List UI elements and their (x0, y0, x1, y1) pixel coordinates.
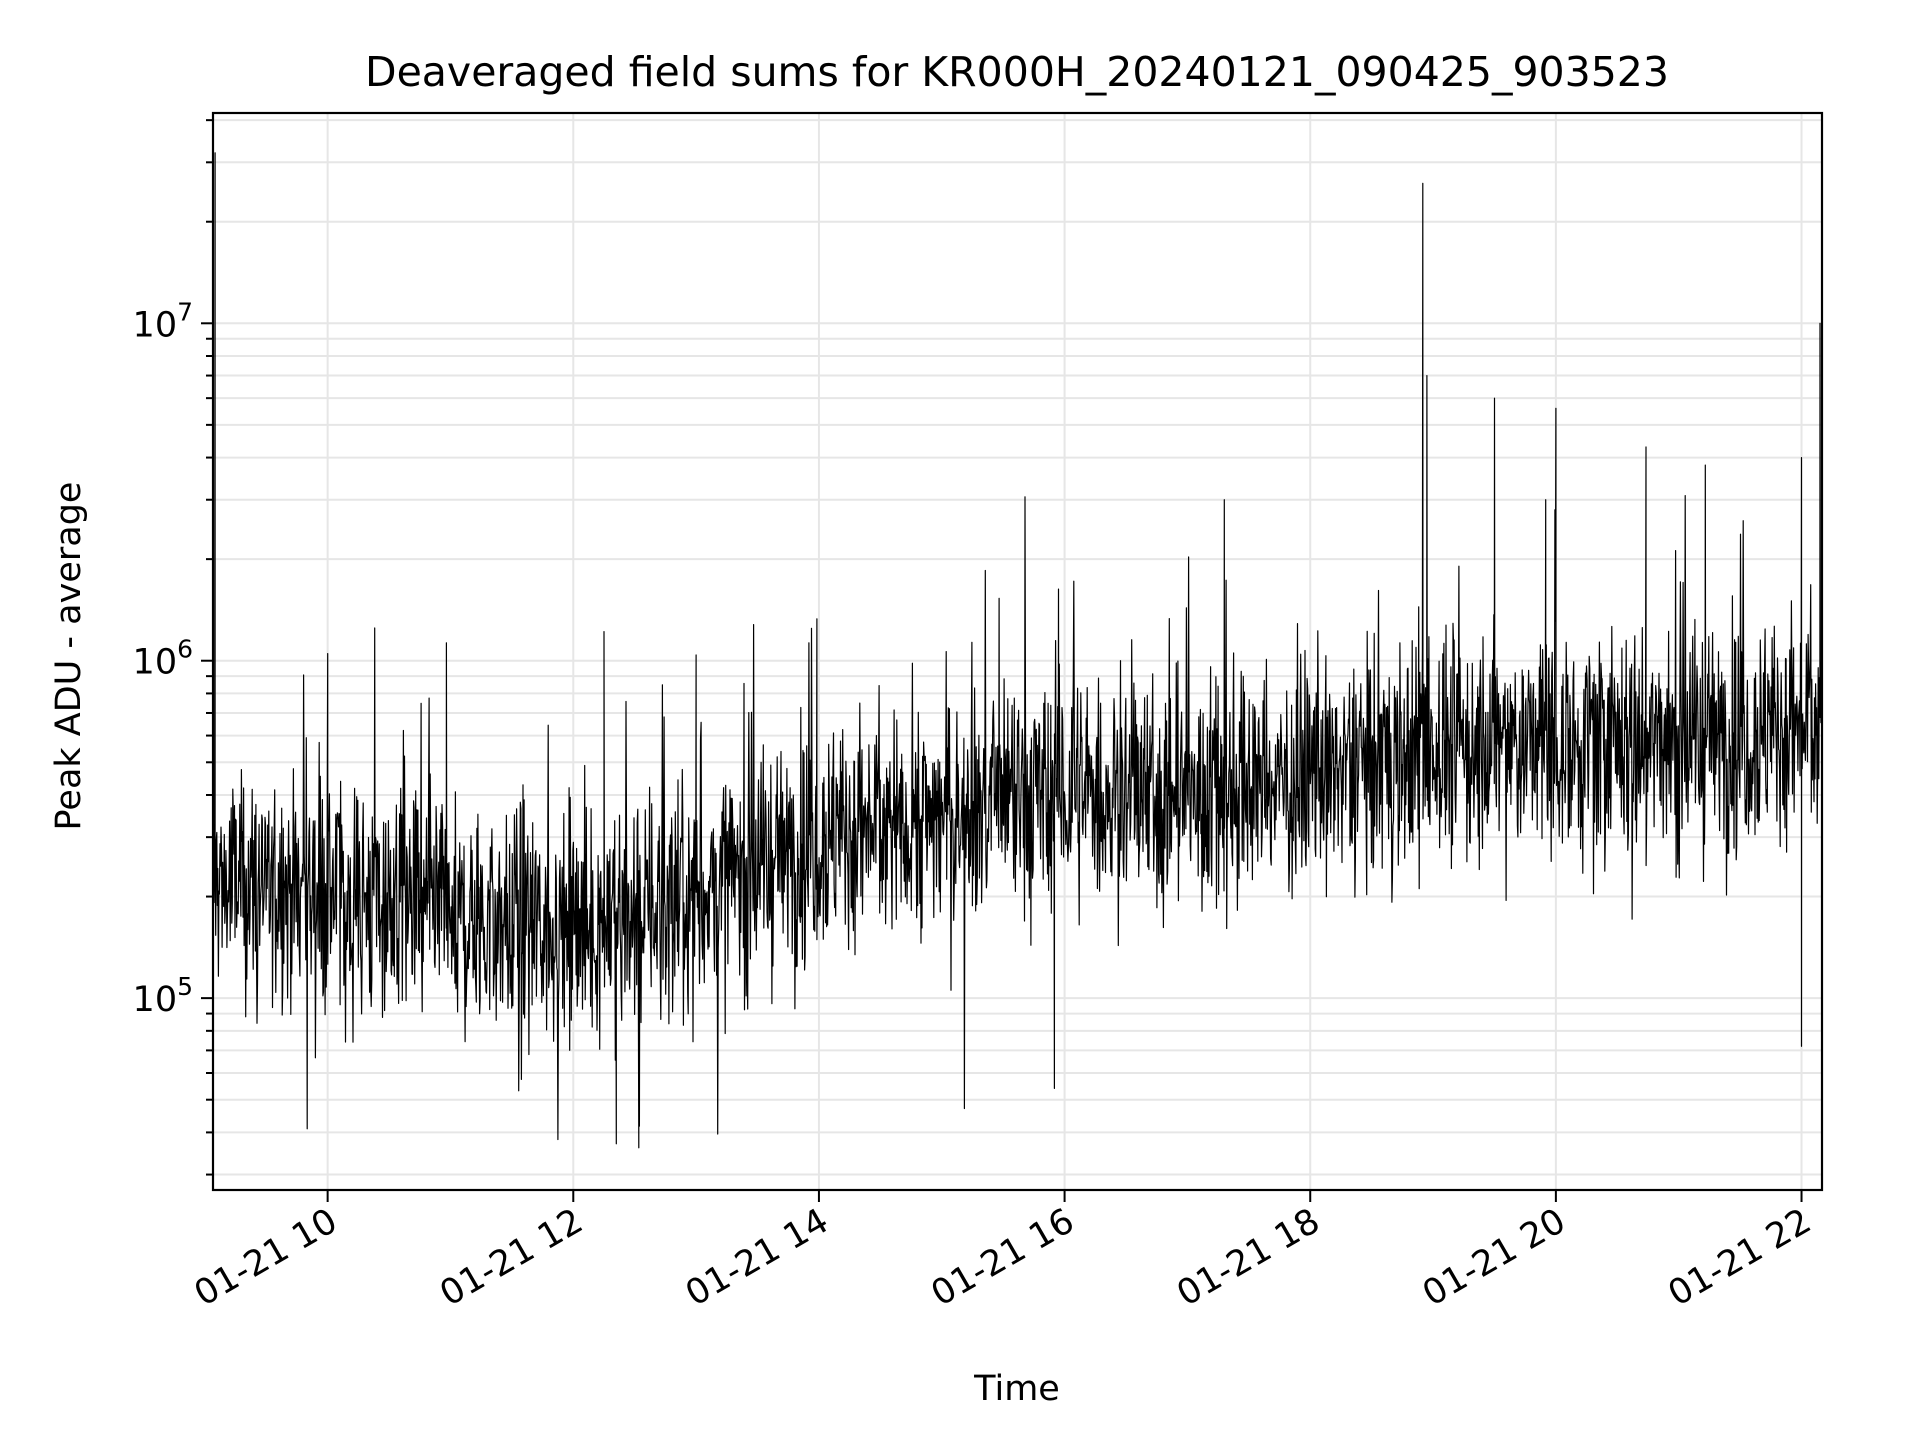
y-tick-label: 107 (133, 297, 193, 345)
y-tick-label: 105 (133, 972, 193, 1020)
series (212, 152, 1823, 1149)
y-tick-label: 106 (133, 635, 193, 683)
plot-frame (211, 111, 1824, 1192)
chart-title: Deaveraged field sums for KR000H_2024012… (365, 48, 1669, 96)
x-axis-label: Time (973, 1369, 1060, 1409)
y-axis-label: Peak ADU - average (49, 482, 89, 831)
ticks (201, 119, 1803, 1202)
series-line (212, 152, 1823, 1149)
